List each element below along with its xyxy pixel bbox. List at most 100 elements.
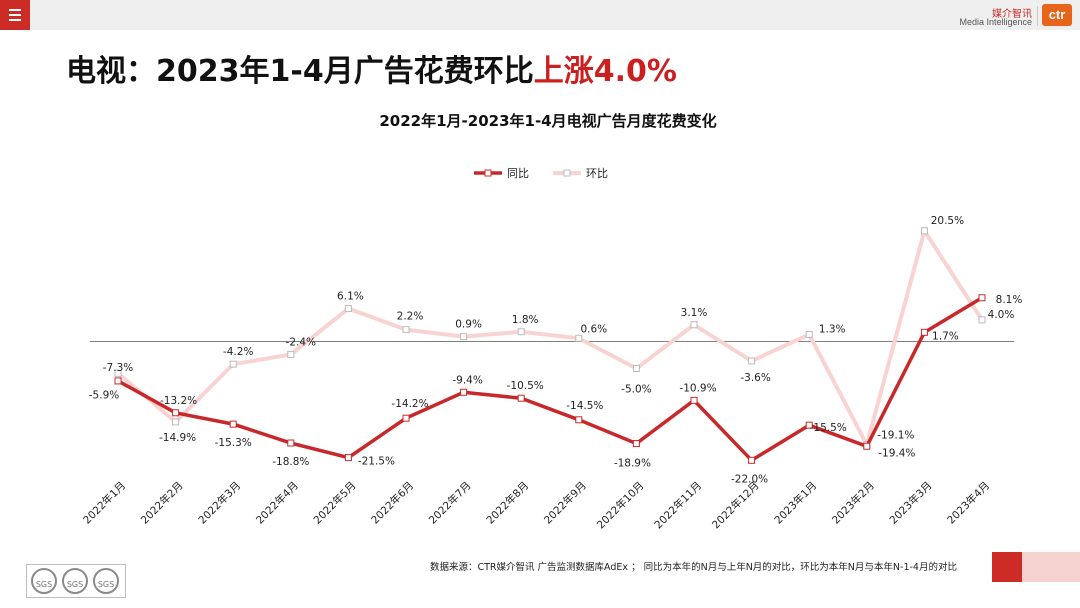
data-label: -5.9% [89,389,119,401]
x-tick-label: 2023年4月 [944,479,992,527]
data-label: -19.1% [877,430,914,442]
logo-divider [1037,6,1038,26]
data-point-marker [344,305,352,313]
data-point-marker [978,316,986,324]
data-point-marker [517,328,525,336]
sgs-badge-icon: SGS [93,568,119,594]
data-point-marker [690,321,698,329]
data-label: -9.4% [452,374,482,386]
data-label: 4.0% [988,309,1015,321]
data-label: -18.9% [614,458,651,470]
x-tick-label: 2023年1月 [772,479,820,527]
data-point-marker [805,330,813,338]
data-label: -18.8% [272,456,309,468]
x-tick-label: 2022年11月 [652,479,704,531]
data-label: -19.4% [878,447,915,459]
page-title: 电视：2023年1-4月广告花费环比上涨4.0% [66,46,677,90]
page-title-highlight: 上涨4.0% [533,54,677,89]
data-label: -15.5% [810,422,847,434]
legend-marker-yoy [484,169,492,177]
data-label: 0.9% [455,319,482,331]
data-point-marker [920,328,928,336]
data-label: 0.6% [580,323,607,335]
data-label: 1.7% [932,330,959,342]
x-tick-label: 2022年9月 [541,479,589,527]
data-point-marker [517,394,525,402]
data-point-marker [632,365,640,372]
data-point-marker [920,227,928,235]
x-tick-label: 2022年2月 [138,479,186,527]
certification-badges: SGS SGS SGS [26,564,126,598]
decorative-pink-block [1022,552,1080,582]
data-point-marker [575,416,583,424]
data-label: 3.1% [681,307,708,319]
x-tick-label: 2022年4月 [253,479,301,527]
data-label: -22.0% [731,473,768,485]
logo-chinese-text: 媒介智讯 [992,9,1032,20]
data-point-marker [460,333,468,341]
x-tick-label: 2023年3月 [887,479,935,527]
x-tick-label: 2022年12月 [709,479,761,531]
series-line-yoy [117,296,983,463]
data-point-marker [402,414,410,422]
data-point-marker [229,360,237,368]
data-label: -21.5% [358,456,395,468]
top-bar: 媒介智讯 Media Intelligence ctr [0,0,1080,30]
data-point-marker [748,456,756,464]
data-label: -15.3% [215,437,252,449]
logo-english-text: Media Intelligence [959,17,1032,27]
data-point-marker [114,369,122,377]
data-label: 20.5% [931,215,964,227]
data-point-marker [978,294,986,302]
data-label: 1.8% [512,314,539,326]
data-label: -3.6% [740,372,770,384]
data-point-marker [172,418,180,426]
data-label: -14.2% [391,398,428,410]
data-label: 2.2% [397,311,424,323]
data-label: -2.4% [286,336,316,348]
decorative-red-block [992,552,1022,582]
sgs-badge-icon: SGS [31,568,57,594]
data-point-marker [690,396,698,404]
data-label: -10.9% [679,382,716,394]
legend-label-yoy: 同比 [507,167,529,180]
x-tick-label: 2022年7月 [426,479,474,527]
data-label: -10.5% [507,380,544,392]
data-source-note: 数据来源：CTR媒介智讯 广告监测数据库AdEx ； 同比为本年的N月与上年N月… [430,562,957,573]
hamburger-menu-icon[interactable] [0,0,30,30]
data-point-marker [114,377,122,385]
data-point-marker [229,420,237,428]
data-point-marker [344,454,352,462]
data-label: -4.2% [223,346,253,358]
data-point-marker [287,350,295,358]
sgs-badge-icon: SGS [62,568,88,594]
data-label: -7.3% [103,362,133,374]
x-tick-label: 2022年5月 [311,479,359,527]
data-label: 1.3% [819,323,846,335]
page-title-prefix: 电视：2023年1-4月广告花费环比 [66,54,534,89]
ctr-logo: ctr [1042,4,1072,26]
data-label: -13.2% [160,395,197,407]
x-tick-label: 2022年10月 [594,479,646,531]
data-point-marker [575,334,583,342]
data-point-marker [632,440,640,448]
x-tick-label: 2022年3月 [196,479,244,527]
x-tick-label: 2023年2月 [829,479,877,527]
x-tick-label: 2022年6月 [368,479,416,527]
x-tick-label: 2022年8月 [484,479,532,527]
data-label: -5.0% [621,384,651,396]
data-point-marker [287,439,295,447]
chart-title: 2022年1月-2023年1-4月电视广告月度花费变化 [379,112,717,130]
series-line-mom [116,225,984,451]
data-label: -14.5% [566,400,603,412]
data-label: -14.9% [159,432,196,444]
data-point-marker [863,442,871,450]
data-label: 8.1% [996,294,1023,306]
data-point-marker [402,326,410,334]
data-point-marker [748,357,756,365]
data-point-marker [460,388,468,396]
x-tick-label: 2022年1月 [80,479,128,527]
data-label: 6.1% [337,291,364,303]
legend-marker-mom [563,169,571,177]
